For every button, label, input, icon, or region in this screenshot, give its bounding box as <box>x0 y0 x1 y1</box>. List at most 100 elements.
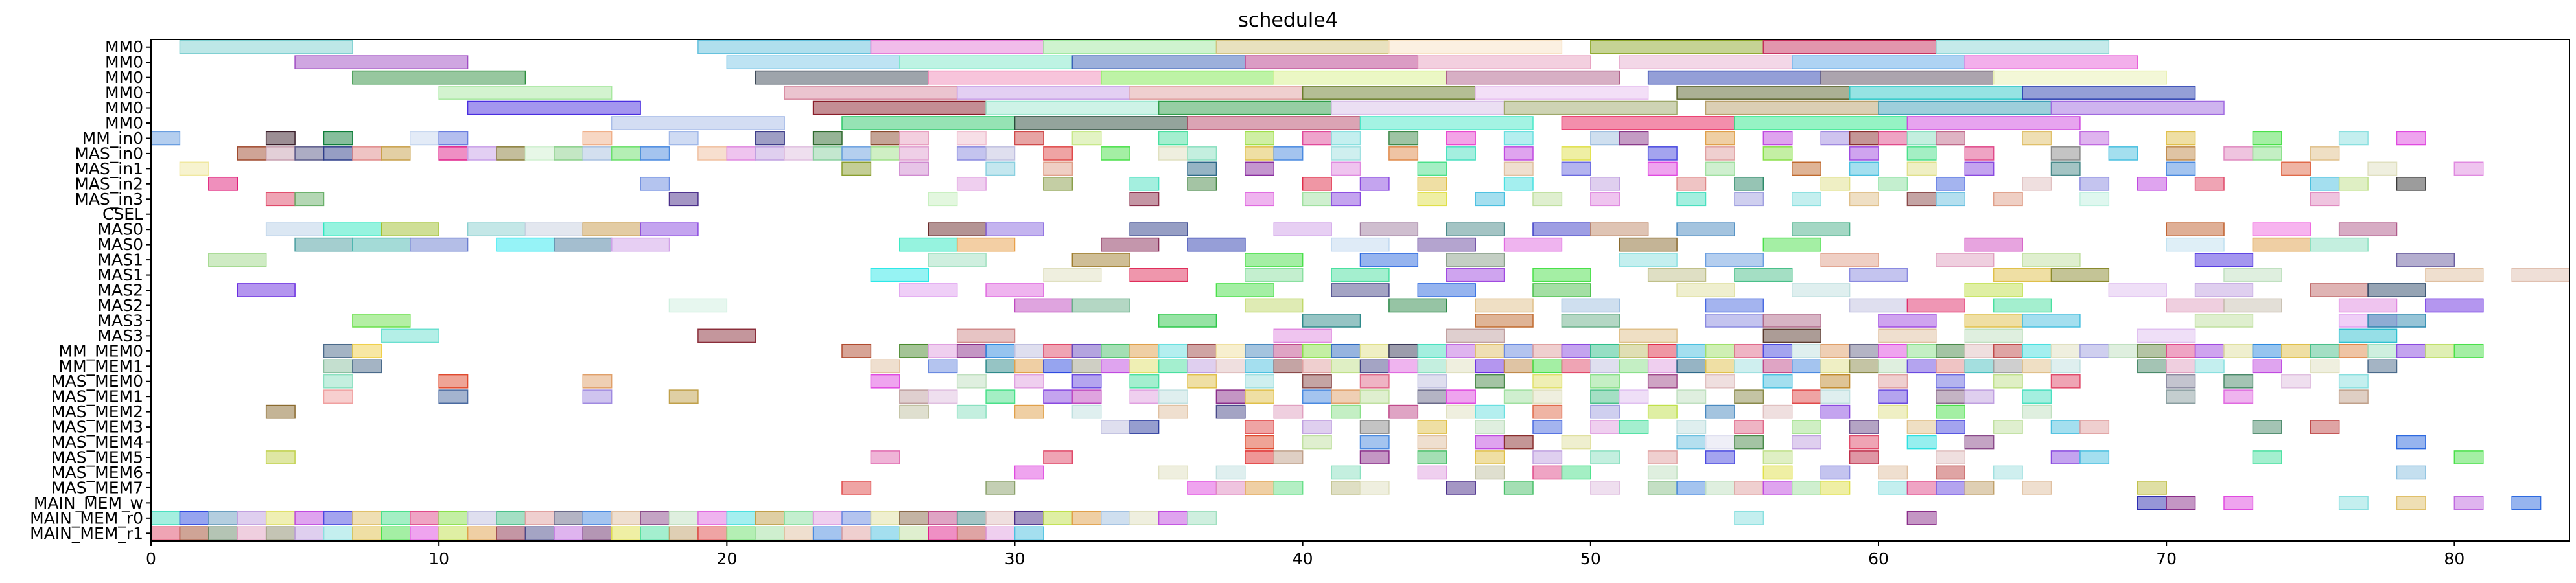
task-bar <box>2137 176 2167 191</box>
task-bar <box>294 237 353 252</box>
task-bar <box>1417 161 1447 176</box>
task-bar <box>1245 131 1275 146</box>
y-tick-label: MAS2 <box>98 296 143 315</box>
task-bar <box>582 131 613 146</box>
task-bar <box>1446 253 1505 267</box>
y-tick-label: MAS1 <box>98 251 143 269</box>
task-bar <box>1273 343 1304 358</box>
task-bar <box>2511 268 2570 282</box>
task-bar <box>1158 100 1332 115</box>
task-bar <box>2425 343 2455 358</box>
task-bar <box>208 510 239 525</box>
task-bar <box>640 146 670 161</box>
task-bar <box>1043 161 1073 176</box>
task-bar <box>726 55 900 70</box>
task-bar <box>611 237 670 252</box>
task-bar <box>1475 343 1505 358</box>
task-bar <box>870 526 900 541</box>
task-bar <box>294 55 469 70</box>
task-bar <box>841 481 872 495</box>
task-bar <box>2396 465 2426 480</box>
task-bar <box>1331 161 1361 176</box>
task-bar <box>1993 298 2052 313</box>
task-bar <box>1014 131 1044 146</box>
task-bar <box>870 374 900 389</box>
task-bar <box>410 131 439 146</box>
task-bar <box>1964 328 2023 343</box>
task-bar <box>2050 450 2081 464</box>
task-bar <box>1762 465 1793 480</box>
task-bar <box>554 526 583 541</box>
task-bar <box>1302 374 1332 389</box>
task-bar <box>2108 343 2138 358</box>
task-bar <box>1302 420 1332 434</box>
task-bar <box>582 374 613 389</box>
task-bar <box>1734 192 1764 207</box>
task-bar <box>1820 374 1851 389</box>
task-bar <box>1906 435 1937 450</box>
task-bar <box>1820 70 1995 85</box>
task-bar <box>381 222 439 237</box>
task-bar <box>1014 343 1044 358</box>
task-bar <box>1964 359 1995 374</box>
task-bar <box>1878 374 1908 389</box>
task-bar <box>1936 343 1965 358</box>
task-bar <box>1158 146 1188 161</box>
task-bar <box>1417 283 1476 297</box>
task-bar <box>2022 176 2052 191</box>
task-bar <box>1158 131 1188 146</box>
task-bar <box>928 510 958 525</box>
task-bar <box>640 222 699 237</box>
task-bar <box>1245 389 1275 404</box>
task-bar <box>1388 146 1419 161</box>
task-bar <box>668 510 699 525</box>
task-bar <box>640 176 670 191</box>
task-bar <box>2166 343 2196 358</box>
task-bar <box>1532 420 1563 434</box>
task-bar <box>1705 253 1764 267</box>
task-bar <box>1129 389 1160 404</box>
y-tick-label: MM0 <box>105 38 143 56</box>
task-bar <box>1878 404 1908 419</box>
task-bar <box>2281 161 2311 176</box>
task-bar <box>2050 100 2225 115</box>
task-bar <box>1619 389 1649 404</box>
task-bar <box>2166 237 2225 252</box>
task-bar <box>1590 40 1764 54</box>
task-bar <box>841 510 872 525</box>
task-bar <box>1359 116 1534 130</box>
task-bar <box>1964 283 2023 297</box>
task-bar <box>1215 481 1246 495</box>
task-bar <box>1245 192 1275 207</box>
task-bar <box>1129 343 1160 358</box>
x-tick-label: 30 <box>1005 549 1025 568</box>
task-bar <box>1245 55 1419 70</box>
task-bar <box>1936 374 1965 389</box>
task-bar <box>2194 359 2225 374</box>
task-bar <box>1849 435 1879 450</box>
y-tick-label: MAS_MEM7 <box>51 478 143 497</box>
task-bar <box>2223 268 2282 282</box>
task-bar <box>1129 374 1160 389</box>
task-bar <box>784 510 814 525</box>
task-bar <box>1129 192 1160 207</box>
task-bar <box>1936 465 1965 480</box>
task-bar <box>1475 420 1505 434</box>
task-bar <box>1734 389 1764 404</box>
y-tick-label: MAS3 <box>98 326 143 345</box>
task-bar <box>1734 359 1764 374</box>
task-bar <box>956 131 987 146</box>
task-bar <box>1676 343 1707 358</box>
task-bar <box>1734 176 1764 191</box>
task-bar <box>1676 481 1707 495</box>
task-bar <box>1245 343 1275 358</box>
task-bar <box>1762 343 1793 358</box>
task-bar <box>1331 465 1361 480</box>
task-bar <box>1388 343 1419 358</box>
task-bar <box>1273 450 1304 464</box>
y-tick-label: MAIN_MEM_r0 <box>30 509 143 527</box>
task-bar <box>1647 161 1678 176</box>
task-bar <box>1475 374 1505 389</box>
task-bar <box>208 253 267 267</box>
task-bar <box>1359 253 1419 267</box>
